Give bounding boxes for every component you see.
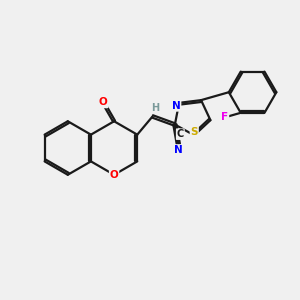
Text: F: F	[221, 112, 228, 122]
Text: O: O	[99, 98, 108, 107]
Text: H: H	[152, 103, 160, 112]
Text: S: S	[190, 127, 198, 137]
Text: N: N	[174, 145, 183, 155]
Text: N: N	[172, 101, 181, 111]
Text: O: O	[110, 170, 118, 180]
Text: C: C	[177, 129, 184, 139]
